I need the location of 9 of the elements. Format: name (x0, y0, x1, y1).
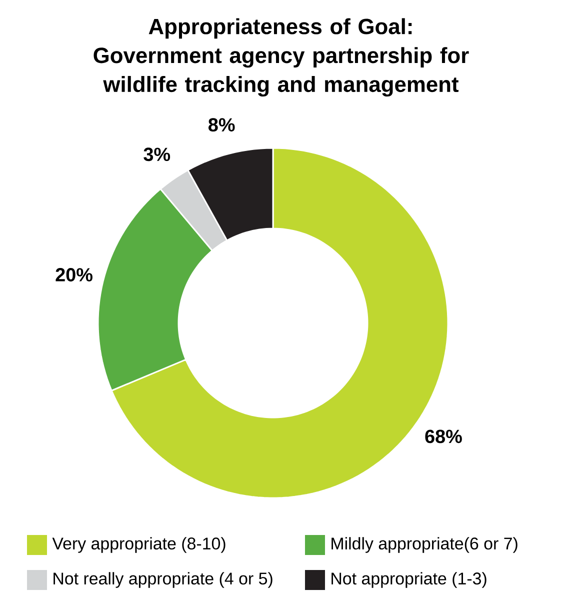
data-label: 20% (56, 268, 92, 282)
data-label: 68% (425, 430, 462, 444)
legend-label: Very appropriate (8-10) (52, 537, 226, 553)
legend-label: Mildly appropriate(6 or 7) (332, 537, 518, 553)
legend-label: Not appropriate (1-3) (332, 572, 486, 588)
data-label: 3% (144, 148, 170, 162)
chart-title: Appropriateness of Goal: Government agency partnership for wildlife tracking and management (94, 18, 469, 97)
data-label: 8% (208, 118, 235, 132)
legend-label: Not really appropriate (4 or 5) (54, 572, 272, 588)
